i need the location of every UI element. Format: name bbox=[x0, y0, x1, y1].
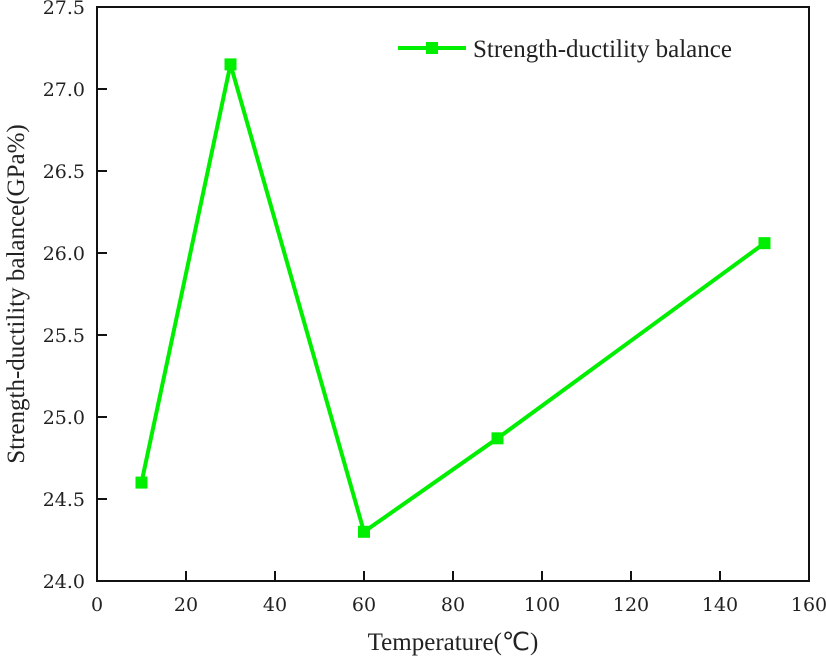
legend: Strength-ductility balance bbox=[398, 36, 732, 63]
y-axis-label: Strength-ductility balance(GPa%) bbox=[3, 124, 30, 463]
series-line bbox=[139, 62, 766, 534]
data-point bbox=[358, 525, 370, 538]
y-tick-label: 24.5 bbox=[43, 489, 85, 511]
y-tick-label: 25.5 bbox=[43, 325, 85, 347]
x-axis-label: Temperature(℃) bbox=[368, 629, 539, 656]
plot-frame bbox=[96, 6, 810, 582]
x-tick-label: 40 bbox=[263, 594, 287, 616]
y-tick-label: 27.5 bbox=[43, 0, 85, 19]
x-tick-label: 100 bbox=[524, 594, 560, 616]
y-tick-label: 27.0 bbox=[43, 79, 85, 101]
data-point bbox=[491, 432, 504, 445]
data-point bbox=[135, 476, 148, 489]
x-tick-label: 20 bbox=[174, 594, 198, 616]
x-tick-label: 120 bbox=[613, 594, 649, 616]
y-tick-label: 26.0 bbox=[43, 243, 85, 265]
x-tick-label: 60 bbox=[352, 594, 376, 616]
x-tick-label: 0 bbox=[91, 594, 103, 616]
x-tick-label: 140 bbox=[702, 594, 738, 616]
x-tick-label: 160 bbox=[791, 594, 826, 616]
y-tick-label: 25.0 bbox=[43, 407, 85, 429]
y-tick-label: 24.0 bbox=[43, 571, 85, 593]
data-point bbox=[224, 58, 237, 71]
legend-label: Strength-ductility balance bbox=[473, 36, 732, 63]
data-point bbox=[758, 237, 771, 250]
x-tick-label: 80 bbox=[441, 594, 465, 616]
y-tick-label: 26.5 bbox=[43, 161, 85, 183]
legend-marker bbox=[426, 42, 438, 54]
